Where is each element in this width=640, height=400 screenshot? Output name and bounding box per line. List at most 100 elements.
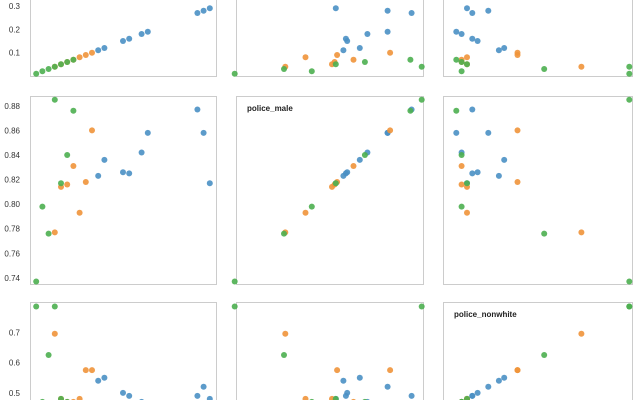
panel-frame-r0-c2: [443, 0, 633, 77]
scatter-point-s0-p5-r0-c2: [464, 5, 470, 12]
scatter-point-s1-p5-r1-c2: [458, 181, 465, 188]
scatter-point-s1-p3-r1-c1: [350, 163, 357, 169]
scatter-point-s2-p4-r1-c0: [64, 152, 71, 158]
scatter-point-s2-p4-r1-c1: [361, 152, 368, 158]
scatter-point-s1-p0-r2-c0: [51, 330, 58, 337]
scatter-point-s0-p0-r0-c0: [126, 35, 133, 42]
scatter-point-s0-p5-r2-c0: [206, 395, 213, 400]
scatter-point-s0-p6-r2-c1: [384, 383, 391, 390]
scatter-point-s0-p7-r0-c0: [120, 38, 126, 44]
panel-title-police-nonwhite: police_nonwhite: [454, 310, 517, 319]
scatter-point-s1-p1-r1-c0: [76, 209, 83, 216]
scatter-point-s0-p7-r0-c1: [344, 38, 351, 44]
scatter-point-s1-p6-r1-c1: [329, 183, 335, 190]
y-tick-label-row0: 0.1: [9, 49, 21, 58]
scatter-point-s2-p5-r1-c2: [453, 107, 460, 114]
scatter-point-s2-p6-r0-c2: [626, 63, 633, 70]
scatter-point-s1-p0-r0-c2: [578, 63, 585, 70]
scatter-point-s2-p3-r2-c1: [332, 395, 339, 400]
scatter-point-s0-p3-r0-c2: [453, 28, 460, 35]
scatter-point-s0-p2-r1-c1: [356, 156, 363, 163]
scatter-point-s0-p6-r1-c2: [485, 129, 492, 136]
scatter-point-s1-p2-r0-c0: [89, 49, 95, 56]
scatter-point-s2-p3-r2-c0: [58, 395, 64, 400]
scatter-point-s1-p0-r1-c2: [578, 229, 585, 236]
scatter-point-s0-p2-r1-c2: [501, 156, 508, 163]
panel-frame-r0-c1: [236, 0, 424, 77]
scatter-point-s0-p4-r0-c1: [408, 10, 415, 16]
panel-frame-r1-c0: [30, 96, 217, 285]
scatter-point-s2-p6-r1-c2: [626, 96, 633, 103]
scatter-point-s0-p0-r1-c2: [469, 170, 476, 177]
scatter-point-s1-p4-r1-c2: [514, 179, 521, 185]
scatter-point-s2-p0-r1-c1: [231, 278, 238, 285]
y-tick-label-row1: 0.76: [4, 249, 20, 258]
y-tick-label-row1: 0.82: [4, 176, 20, 185]
scatter-point-s2-p5-r0-c2: [453, 56, 460, 63]
scatter-point-s0-p4-r2-c0: [194, 392, 201, 399]
scatter-point-s1-p5-r1-c0: [64, 181, 71, 188]
scatter-point-s0-p6-r0-c2: [485, 7, 492, 14]
scatter-point-s2-p4-r1-c2: [458, 152, 465, 158]
y-tick-label-row0: 0.3: [9, 2, 21, 11]
panel-frame-r0-c0: [30, 0, 217, 77]
scatter-point-s1-p1-r0-c2: [464, 54, 470, 61]
scatter-point-s0-p7-r0-c2: [474, 38, 481, 44]
y-tick-label-row1: 0.78: [4, 225, 20, 234]
scatter-point-s1-p4-r0-c0: [82, 52, 89, 58]
y-tick-label-row0: 0.2: [9, 25, 21, 34]
scatter-point-s0-p8-r0-c1: [340, 47, 347, 54]
scatter-point-s1-p0-r1-c0: [51, 229, 58, 236]
scatter-point-s0-p1-r0-c1: [364, 31, 371, 37]
y-tick-label-row1: 0.84: [4, 151, 20, 160]
scatter-point-s2-p6-r2-c0: [51, 303, 58, 310]
scatter-point-s2-p6-r2-c2: [626, 303, 633, 310]
scatter-point-s2-p1-r1-c0: [45, 230, 52, 237]
scatter-point-s0-p2-r0-c2: [501, 45, 508, 51]
scatter-point-s2-p0-r1-c0: [33, 278, 40, 285]
scatter-point-s2-p0-r1-c2: [626, 278, 633, 285]
y-tick-label-row1: 0.86: [4, 126, 20, 135]
scatter-point-s0-p1-r0-c0: [138, 31, 145, 37]
scatter-point-s0-p1-r1-c0: [138, 149, 145, 156]
scatter-point-s0-p4-r2-c1: [408, 392, 415, 399]
scatter-point-s1-p4-r0-c1: [334, 52, 341, 58]
scatter-point-s2-p3-r0-c2: [464, 61, 470, 68]
scatter-point-s0-p8-r0-c0: [95, 47, 102, 54]
scatter-point-s2-p6-r1-c1: [418, 96, 425, 103]
scatter-point-s0-p0-r1-c0: [126, 170, 133, 177]
scatter-point-s1-p4-r2-c2: [514, 367, 521, 374]
scatter-point-s0-p7-r1-c0: [120, 169, 126, 176]
scatter-point-s2-p0-r0-c0: [33, 70, 40, 77]
scatter-point-s2-p1-r0-c1: [281, 66, 287, 72]
scatter-point-s1-p3-r1-c0: [70, 163, 77, 169]
scatter-point-s1-p1-r2-c1: [302, 395, 309, 400]
scatter-point-s1-p1-r1-c2: [464, 209, 470, 216]
scatter-point-s0-p2-r2-c0: [101, 374, 108, 381]
scatter-point-s0-p7-r1-c1: [344, 169, 351, 176]
scatter-point-s2-p3-r0-c0: [58, 61, 64, 68]
scatter-point-s2-p4-r0-c2: [458, 59, 465, 65]
scatter-point-s1-p2-r2-c1: [387, 367, 394, 374]
scatter-point-s0-p0-r2-c0: [126, 392, 133, 399]
scatter-point-s0-p5-r0-c1: [332, 5, 339, 12]
scatter-point-s0-p3-r1-c2: [453, 129, 460, 136]
scatter-point-s2-p1-r2-c1: [281, 352, 287, 358]
scatter-point-s0-p2-r0-c0: [101, 45, 108, 51]
y-tick-label-row2: 0.5: [9, 389, 21, 398]
scatter-point-s2-p1-r1-c1: [281, 230, 287, 237]
scatter-point-s0-p8-r1-c2: [495, 172, 502, 179]
scatter-point-s2-p5-r1-c0: [70, 107, 77, 114]
panel-frame-r2-c2: [443, 302, 633, 400]
scatter-point-s2-p2-r1-c0: [39, 203, 46, 210]
scatter-point-s2-p2-r0-c1: [308, 68, 315, 75]
scatter-point-s0-p5-r0-c0: [206, 5, 213, 12]
scatter-point-s2-p0-r0-c1: [231, 70, 238, 77]
panel-frame-r1-c1: [236, 96, 424, 285]
scatter-point-s0-p4-r1-c0: [194, 106, 201, 113]
scatter-point-s2-p1-r0-c2: [541, 66, 548, 72]
y-tick-label-row2: 0.7: [9, 328, 21, 337]
scatter-point-s1-p3-r1-c2: [458, 163, 465, 169]
panel-frame-r1-c2: [443, 96, 633, 285]
